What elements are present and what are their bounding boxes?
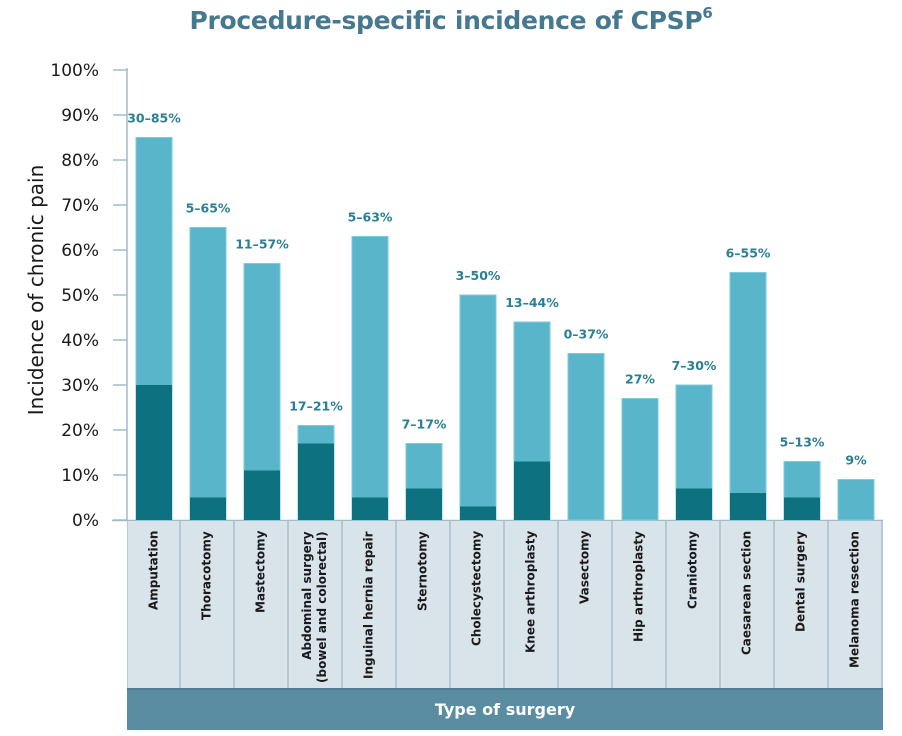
y-tick-label: 40% [61, 331, 99, 351]
category-cell: Sternotomy [397, 521, 451, 688]
data-label: 3–50% [456, 268, 501, 283]
bar-lower [460, 506, 496, 520]
bar-lower [514, 461, 550, 520]
data-label: 0–37% [564, 327, 609, 342]
category-label: Sternotomy [415, 531, 430, 611]
bar-lower [190, 497, 226, 520]
data-label: 6–55% [726, 246, 771, 261]
category-cell: Vasectomy [559, 521, 613, 688]
bar-lower [730, 493, 766, 520]
bar-lower [406, 488, 442, 520]
data-label: 7–17% [402, 417, 447, 432]
category-label: Inguinal hernia repair [361, 531, 376, 680]
category-cell: Abdominal surgery (bowel and colorectal) [289, 521, 343, 688]
category-cell: Knee arthroplasty [505, 521, 559, 688]
bar-lower [244, 470, 280, 520]
bar-upper [459, 294, 497, 521]
category-label: Craniotomy [685, 530, 700, 609]
bar-upper [837, 479, 875, 521]
y-tick-label: 20% [61, 421, 99, 441]
data-label: 5–13% [780, 435, 825, 450]
chart-title-text: Procedure-specific incidence of CPSP [189, 6, 703, 35]
chart-title: Procedure-specific incidence of CPSP6 [0, 4, 902, 35]
data-label: 27% [625, 372, 655, 387]
data-label: 13–44% [505, 295, 559, 310]
category-label: Melanoma resection [847, 531, 862, 668]
category-label: Amputation [146, 530, 160, 610]
category-cell: Cholecystectomy [451, 521, 505, 688]
bar-upper [351, 236, 389, 521]
category-label: Cholecystectomy [469, 530, 484, 646]
category-label: Mastectomy [253, 530, 268, 613]
category-label: Knee arthroplasty [523, 530, 538, 653]
data-label: 30–85% [127, 111, 181, 126]
y-tick-label: 10% [61, 466, 99, 486]
x-axis-label: Type of surgery [127, 688, 883, 730]
y-tick-label: 50% [61, 286, 99, 306]
category-label: Abdominal surgery (bowel and colorectal) [300, 531, 329, 683]
category-cell: Thoracotomy [181, 521, 235, 688]
category-cell: Caesarean section [721, 521, 775, 688]
data-label: 7–30% [672, 358, 717, 373]
y-tick-label: 80% [61, 151, 99, 171]
bar-upper [621, 398, 659, 521]
category-label: Vasectomy [577, 530, 592, 604]
bar-lower [676, 488, 712, 520]
bar-lower [298, 443, 334, 520]
chart-title-superscript: 6 [702, 4, 713, 22]
bar-upper [567, 353, 605, 521]
data-label: 11–57% [235, 237, 289, 252]
bar-lower [352, 497, 388, 520]
data-label: 17–21% [289, 399, 343, 414]
category-cell: Melanoma resection [829, 521, 883, 688]
bar-upper [189, 227, 227, 521]
category-cell: Mastectomy [235, 521, 289, 688]
y-tick-label: 60% [61, 241, 99, 261]
y-tick-label: 30% [61, 376, 99, 396]
data-label: 5–63% [348, 210, 393, 225]
category-cell: Craniotomy [667, 521, 721, 688]
bar-upper [729, 272, 767, 521]
category-label: Caesarean section [739, 530, 754, 655]
category-cell: Amputation [127, 521, 181, 688]
bar-lower [136, 385, 172, 520]
category-label: Hip arthroplasty [631, 531, 646, 642]
category-label: Thoracotomy [199, 531, 214, 620]
category-cell: Inguinal hernia repair [343, 521, 397, 688]
y-tick-label: 90% [61, 106, 99, 126]
y-tick-label: 70% [61, 196, 99, 216]
bar-lower [784, 497, 820, 520]
category-label: Dental surgery [793, 531, 808, 632]
y-tick-label: 0% [72, 511, 99, 531]
data-label: 5–65% [186, 201, 231, 216]
category-cell: Hip arthroplasty [613, 521, 667, 688]
data-label: 9% [845, 453, 867, 468]
y-tick-label: 100% [50, 61, 99, 81]
category-cell: Dental surgery [775, 521, 829, 688]
